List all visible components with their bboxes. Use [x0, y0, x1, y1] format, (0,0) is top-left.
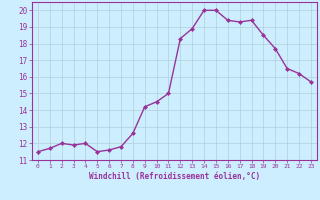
X-axis label: Windchill (Refroidissement éolien,°C): Windchill (Refroidissement éolien,°C)	[89, 172, 260, 181]
